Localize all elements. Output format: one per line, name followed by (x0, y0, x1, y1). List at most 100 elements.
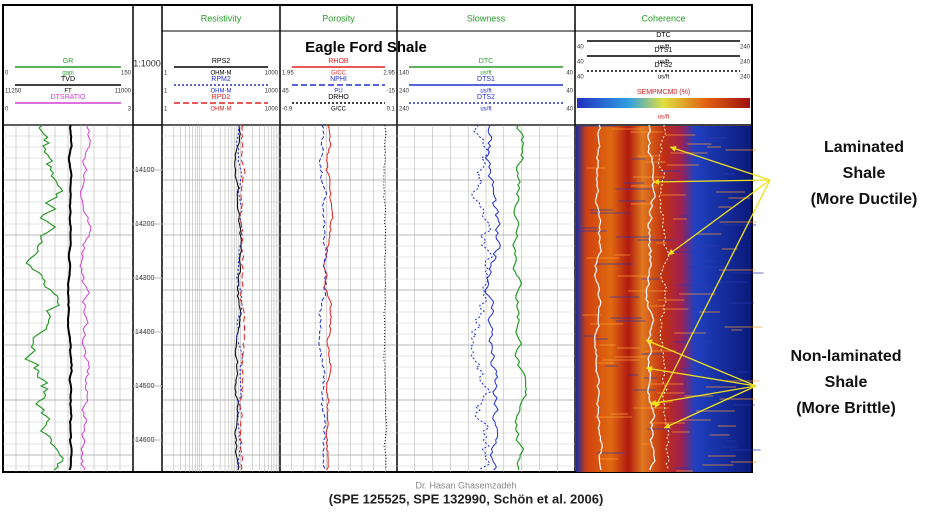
coherence-streak (729, 302, 753, 304)
coherence-streak (661, 194, 686, 196)
coherence-streak (587, 167, 605, 169)
coherence-streak (723, 173, 735, 175)
curve-right: 240 (740, 45, 751, 51)
coherence-streak (709, 137, 726, 139)
coherence-streak (702, 464, 733, 466)
coherence-streak (658, 299, 685, 301)
curve-left: 11250 (5, 89, 22, 95)
coherence-streak (656, 242, 666, 244)
coherence-streak (679, 293, 715, 295)
coherence-streak (697, 233, 722, 235)
curve-right: 240 (740, 60, 751, 66)
coherence-streak (598, 458, 618, 460)
coherence-streak (676, 470, 693, 472)
coherence-streak (596, 263, 634, 265)
coherence-streak (580, 227, 597, 229)
coherence-streak (718, 437, 731, 439)
annotation: Laminated (824, 139, 904, 156)
coherence-streak (659, 170, 682, 172)
curve-left: 40 (577, 60, 584, 66)
annotation: Non-laminated (790, 348, 901, 365)
colorbar (577, 98, 750, 108)
coherence-streak (657, 392, 684, 394)
curve-right: 40 (566, 89, 573, 95)
coherence-streak (673, 218, 687, 220)
curve-name: DTS2 (655, 62, 673, 69)
coherence-streak (586, 257, 619, 259)
coherence-streak (642, 443, 653, 445)
coherence-streak (688, 266, 725, 268)
coherence-streak (716, 191, 745, 193)
curve-left: 140 (399, 71, 410, 77)
curve-right: 240 (740, 75, 751, 81)
coherence-streak (675, 341, 713, 343)
coherence-streak (598, 362, 614, 364)
annotation: Shale (825, 374, 868, 391)
coherence-streak (661, 308, 688, 310)
curve-right: -15 (386, 89, 395, 95)
coherence-streak (720, 221, 757, 223)
coherence-streak (724, 326, 761, 328)
coherence-streak (642, 353, 664, 355)
coherence-streak (665, 134, 696, 136)
coherence-streak (707, 146, 721, 148)
log-title: Eagle Ford Shale (305, 39, 427, 56)
coherence-streak (680, 245, 718, 247)
curve-unit: us/ft (480, 107, 492, 113)
curve-name: RPM2 (211, 76, 231, 83)
coherence-streak (578, 125, 616, 127)
coherence-streak (708, 455, 736, 457)
curve-name: DTSRATIO (51, 94, 86, 101)
coherence-streak (726, 149, 757, 151)
colorbar-unit: us/ft (658, 115, 670, 121)
coherence-streak (616, 320, 646, 322)
curve-name: DTS1 (477, 76, 495, 83)
curve-name: DTC (479, 58, 493, 65)
coherence-streak (631, 203, 653, 205)
coherence-streak (706, 386, 736, 388)
coherence-streak (649, 305, 664, 307)
coherence-streak (631, 158, 646, 160)
coherence-streak (628, 290, 668, 292)
coherence-streak (681, 368, 708, 370)
coherence-streak (731, 461, 757, 463)
curve-unit: OHM-M (211, 107, 232, 113)
track-name: Slowness (467, 13, 506, 23)
coherence-streak (718, 206, 731, 208)
curve-right: 0.1 (387, 107, 396, 113)
coherence-streak (590, 209, 612, 211)
coherence-streak (595, 416, 632, 418)
coherence-streak (614, 254, 630, 256)
credit: Dr. Hasan Ghasemzadeh (415, 480, 516, 490)
coherence-streak (687, 143, 711, 145)
coherence-streak (694, 287, 717, 289)
curve-name: RPD2 (212, 94, 231, 101)
annotation: (More Ductile) (811, 191, 918, 208)
coherence-streak (616, 236, 652, 238)
coherence-streak (610, 296, 639, 298)
coherence-streak (617, 347, 641, 349)
coherence-streak (599, 344, 615, 346)
curve-right: 1000 (265, 71, 279, 77)
curve-name: TVD (61, 76, 75, 83)
curve-right: 11000 (115, 89, 132, 95)
coherence-streak (692, 260, 717, 262)
curve-right: 1000 (265, 89, 279, 95)
coherence-streak (648, 383, 684, 385)
curve-left: 45 (282, 89, 289, 95)
annotation: Shale (843, 165, 886, 182)
curve-right: 40 (566, 71, 573, 77)
coherence-streak (723, 224, 756, 226)
coherence-streak (615, 356, 649, 358)
coherence-streak (602, 359, 640, 361)
curve-left: 40 (577, 45, 584, 51)
track-name: Coherence (641, 13, 685, 23)
coherence-streak (611, 413, 628, 415)
coherence-streak (679, 215, 693, 217)
coherence-streak (722, 446, 737, 448)
coherence-streak (631, 131, 664, 133)
curve-right: 1000 (265, 107, 279, 113)
coherence-streak (623, 182, 644, 184)
curve-name: NPHI (330, 76, 347, 83)
coherence-streak (649, 422, 685, 424)
